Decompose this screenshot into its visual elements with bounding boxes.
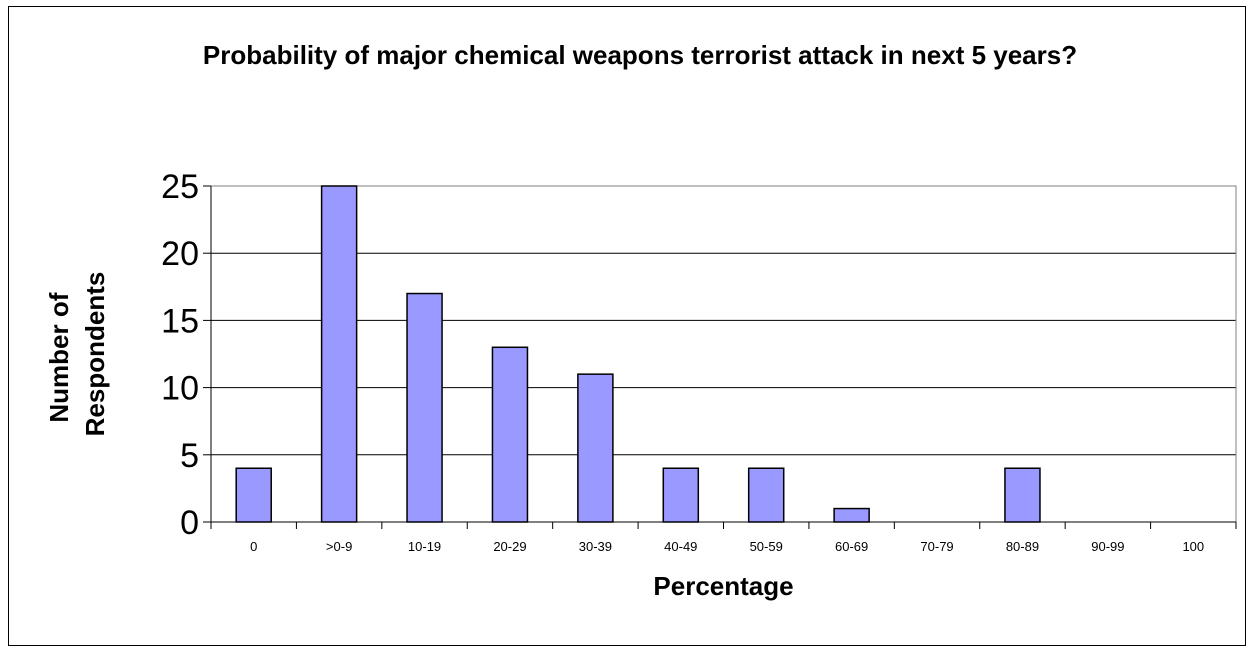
gridlines [211,185,1236,523]
bar [406,292,443,523]
bar [320,185,358,523]
x-tick-label: 20-29 [493,539,526,554]
x-axis: 0 >0-9 10-19 20-29 30-39 40-49 50-59 60-69 70-79… [210,521,1237,554]
bars [235,185,1041,523]
bar [662,467,700,523]
x-axis-label: Percentage [653,571,793,601]
chart-frame [8,6,1246,646]
x-tick-label: 100 [1182,539,1204,554]
x-tick-label: 40-49 [664,539,697,554]
y-axis-label: Number of Respondents [44,272,110,437]
x-tick-label: 10-19 [408,539,441,554]
y-tick-label: 25 [161,168,199,206]
bar [577,373,614,523]
x-tick-label: 60-69 [835,539,868,554]
plot-area-border [210,185,1237,523]
y-tick-label: 0 [180,504,199,542]
bar [747,467,785,523]
y-tick-label: 10 [161,370,199,408]
x-tick-label: 50-59 [750,539,783,554]
x-tick-label: 70-79 [920,539,953,554]
bar [1004,467,1041,523]
x-tick-label: 0 [250,539,257,554]
x-tick-label: >0-9 [326,539,352,554]
y-tick-label: 5 [180,437,199,475]
y-tick-label: 15 [161,302,199,340]
chart-canvas: 0 5 10 15 20 25 0 >0-9 10-19 20-29 30-39 40-49 50-5… [44,168,1237,601]
x-tick-label: 90-99 [1091,539,1124,554]
y-axis: 0 5 10 15 20 25 [161,168,212,542]
y-tick-label: 20 [161,235,199,273]
x-tick-label: 30-39 [579,539,612,554]
bar [833,507,870,523]
x-tick-label: 80-89 [1006,539,1039,554]
bar [235,467,272,523]
bar [491,346,529,523]
y-axis-label-line-1: Number of [44,292,74,422]
y-axis-label-line-2: Respondents [80,272,110,437]
chart-title: Probability of major chemical weapons te… [202,40,1078,70]
